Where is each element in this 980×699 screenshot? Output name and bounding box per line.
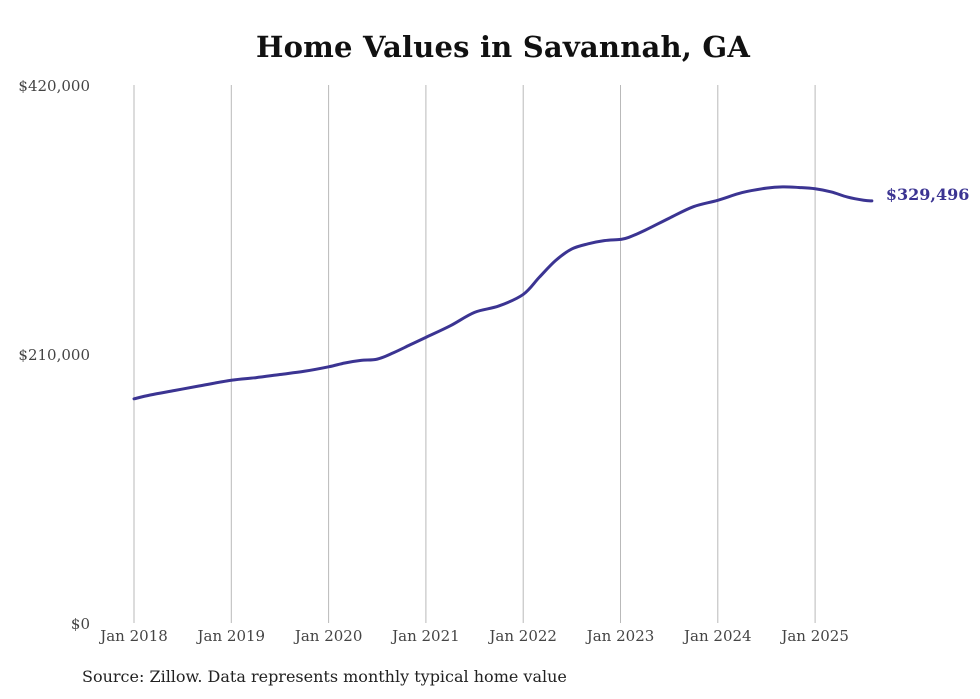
x-tick-label-7: Jan 2025	[779, 627, 849, 645]
grid-lines	[133, 85, 816, 623]
x-axis-tick-labels: Jan 2018 Jan 2019 Jan 2020 Jan 2021 Jan 2022…	[98, 627, 849, 645]
x-tick-label-2: Jan 2020	[293, 627, 363, 645]
x-tick-label-5: Jan 2023	[585, 627, 655, 645]
chart-title: Home Values in Savannah, GA	[255, 30, 751, 64]
source-note: Source: Zillow. Data represents monthly …	[82, 667, 567, 686]
x-tick-label-4: Jan 2022	[487, 627, 557, 645]
series-layer	[132, 185, 874, 401]
end-value-label: $329,496	[886, 185, 970, 204]
x-tick-label-6: Jan 2024	[682, 627, 752, 645]
x-tick-label-0: Jan 2018	[98, 627, 168, 645]
x-tick-label-3: Jan 2021	[390, 627, 460, 645]
y-tick-label-2: $420,000	[18, 77, 90, 95]
home-value-line	[132, 185, 874, 401]
y-axis-tick-labels: $0 $210,000 $420,000	[18, 77, 90, 633]
x-tick-label-1: Jan 2019	[196, 627, 266, 645]
end-label-layer: $329,496	[886, 185, 970, 204]
y-tick-label-0: $0	[71, 615, 90, 633]
y-tick-label-1: $210,000	[18, 346, 90, 364]
